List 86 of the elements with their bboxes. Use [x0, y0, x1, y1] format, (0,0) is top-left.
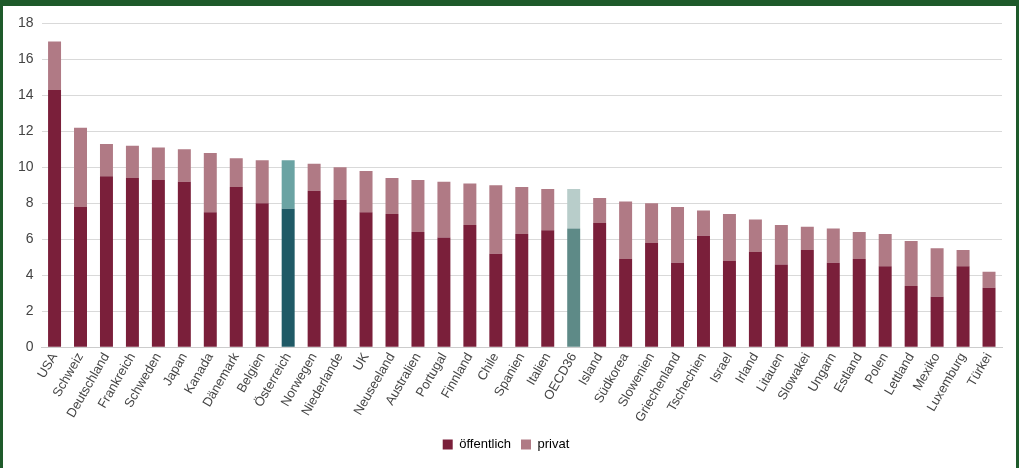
- bar: [619, 259, 633, 347]
- bar: [697, 235, 710, 347]
- bar: [748, 251, 762, 347]
- bar: [956, 266, 970, 347]
- bar: [203, 212, 217, 347]
- bar: [411, 179, 425, 233]
- bar: [748, 219, 762, 252]
- bar: [333, 199, 347, 347]
- bar: [930, 296, 944, 347]
- bar: [878, 266, 892, 347]
- y-tick-label: 2: [25, 302, 34, 319]
- legend-label: öffentlich: [459, 436, 511, 452]
- bar: [489, 185, 503, 254]
- bar: [800, 250, 814, 347]
- bar: [489, 253, 503, 347]
- y-tick-label: 16: [17, 50, 34, 67]
- bar: [645, 242, 659, 347]
- bar: [826, 262, 840, 347]
- bar: [151, 147, 165, 180]
- bar: [333, 167, 347, 200]
- y-tick-label: 10: [17, 158, 34, 175]
- bar: [774, 224, 788, 265]
- bar: [515, 233, 529, 347]
- bar: [255, 203, 269, 347]
- bar: [307, 163, 321, 191]
- bar: [800, 226, 814, 251]
- bar: [852, 232, 866, 260]
- y-tick-label: 8: [25, 194, 34, 211]
- bar: [541, 230, 555, 347]
- bar: [359, 170, 373, 213]
- bar: [437, 181, 451, 238]
- y-tick-label: 18: [17, 14, 34, 31]
- bar: [904, 241, 918, 287]
- bar: [74, 127, 87, 207]
- bar: [125, 145, 139, 179]
- bar: [593, 197, 607, 224]
- bar: [645, 203, 659, 243]
- bar: [878, 233, 892, 267]
- bar: [904, 286, 918, 347]
- y-tick-label: 12: [17, 122, 34, 139]
- bar: [281, 208, 295, 347]
- bar: [774, 264, 788, 347]
- bar: [956, 250, 970, 267]
- bar: [463, 224, 477, 347]
- bar: [437, 237, 451, 347]
- bar: [852, 259, 866, 347]
- bar: [74, 206, 87, 347]
- bar: [982, 271, 996, 288]
- bar: [307, 190, 321, 347]
- bar: [359, 212, 373, 347]
- bar: [982, 287, 996, 347]
- bar: [671, 206, 685, 263]
- bar: [177, 181, 191, 347]
- bar: [541, 188, 555, 231]
- y-tick-label: 4: [25, 266, 34, 283]
- y-tick-label: 6: [25, 230, 34, 247]
- bar: [411, 232, 425, 347]
- bar: [151, 179, 165, 347]
- bar: [281, 160, 295, 209]
- bar: [177, 149, 191, 182]
- bar: [826, 228, 840, 263]
- bar: [593, 223, 607, 347]
- bar: [99, 176, 113, 347]
- bar: [515, 187, 529, 234]
- bar: [385, 214, 399, 347]
- bar: [567, 188, 581, 229]
- bar: [722, 214, 736, 261]
- bar: [48, 89, 62, 347]
- bar: [385, 178, 399, 215]
- bar: [930, 248, 944, 297]
- legend-label: privat: [537, 436, 570, 452]
- bar: [229, 187, 243, 347]
- bar: [99, 143, 113, 177]
- bar: [619, 201, 633, 260]
- bar: [722, 260, 736, 347]
- y-tick-label: 14: [17, 86, 34, 103]
- bar: [567, 228, 581, 347]
- y-tick-label: 0: [25, 338, 34, 355]
- bar: [671, 262, 685, 347]
- bar: [697, 210, 710, 236]
- bar: [48, 41, 62, 90]
- bar: [463, 183, 477, 225]
- bar: [255, 160, 269, 204]
- bar: [203, 152, 217, 213]
- bar: [125, 178, 139, 347]
- bar: [229, 158, 243, 188]
